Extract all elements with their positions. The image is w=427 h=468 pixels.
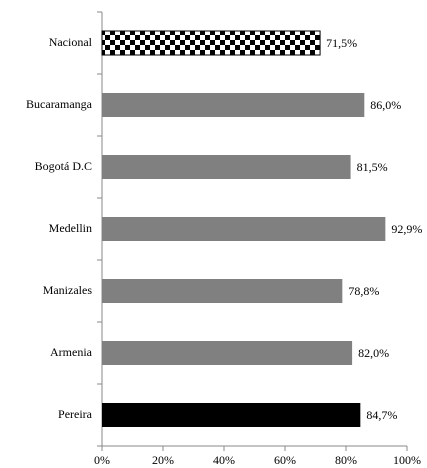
- x-tick-label: 0%: [94, 453, 110, 467]
- y-tick-label: Pereira: [58, 407, 93, 421]
- y-tick-label: Medellin: [49, 221, 92, 235]
- value-label: 82,0%: [358, 346, 389, 360]
- bar: [102, 155, 351, 179]
- value-label: 84,7%: [366, 408, 397, 422]
- bar: [102, 217, 386, 241]
- y-tick-label: Bogotá D.C: [35, 159, 92, 173]
- value-label: 81,5%: [357, 160, 388, 174]
- x-tick-label: 40%: [213, 453, 235, 467]
- y-tick-label: Nacional: [49, 35, 93, 49]
- x-tick-label: 80%: [335, 453, 357, 467]
- value-label: 86,0%: [370, 98, 401, 112]
- bar: [102, 341, 353, 365]
- bar: [102, 403, 361, 427]
- bar: [101, 30, 321, 56]
- y-tick-label: Armenia: [50, 345, 93, 359]
- value-label: 78,8%: [348, 284, 379, 298]
- y-tick-label: Bucaramanga: [26, 97, 93, 111]
- x-tick-label: 100%: [393, 453, 421, 467]
- value-label: 71,5%: [326, 36, 357, 50]
- bar: [102, 279, 343, 303]
- y-tick-label: Manizales: [43, 283, 93, 297]
- x-tick-label: 20%: [152, 453, 174, 467]
- x-tick-label: 60%: [274, 453, 296, 467]
- value-label: 92,9%: [391, 222, 422, 236]
- bar: [102, 93, 365, 117]
